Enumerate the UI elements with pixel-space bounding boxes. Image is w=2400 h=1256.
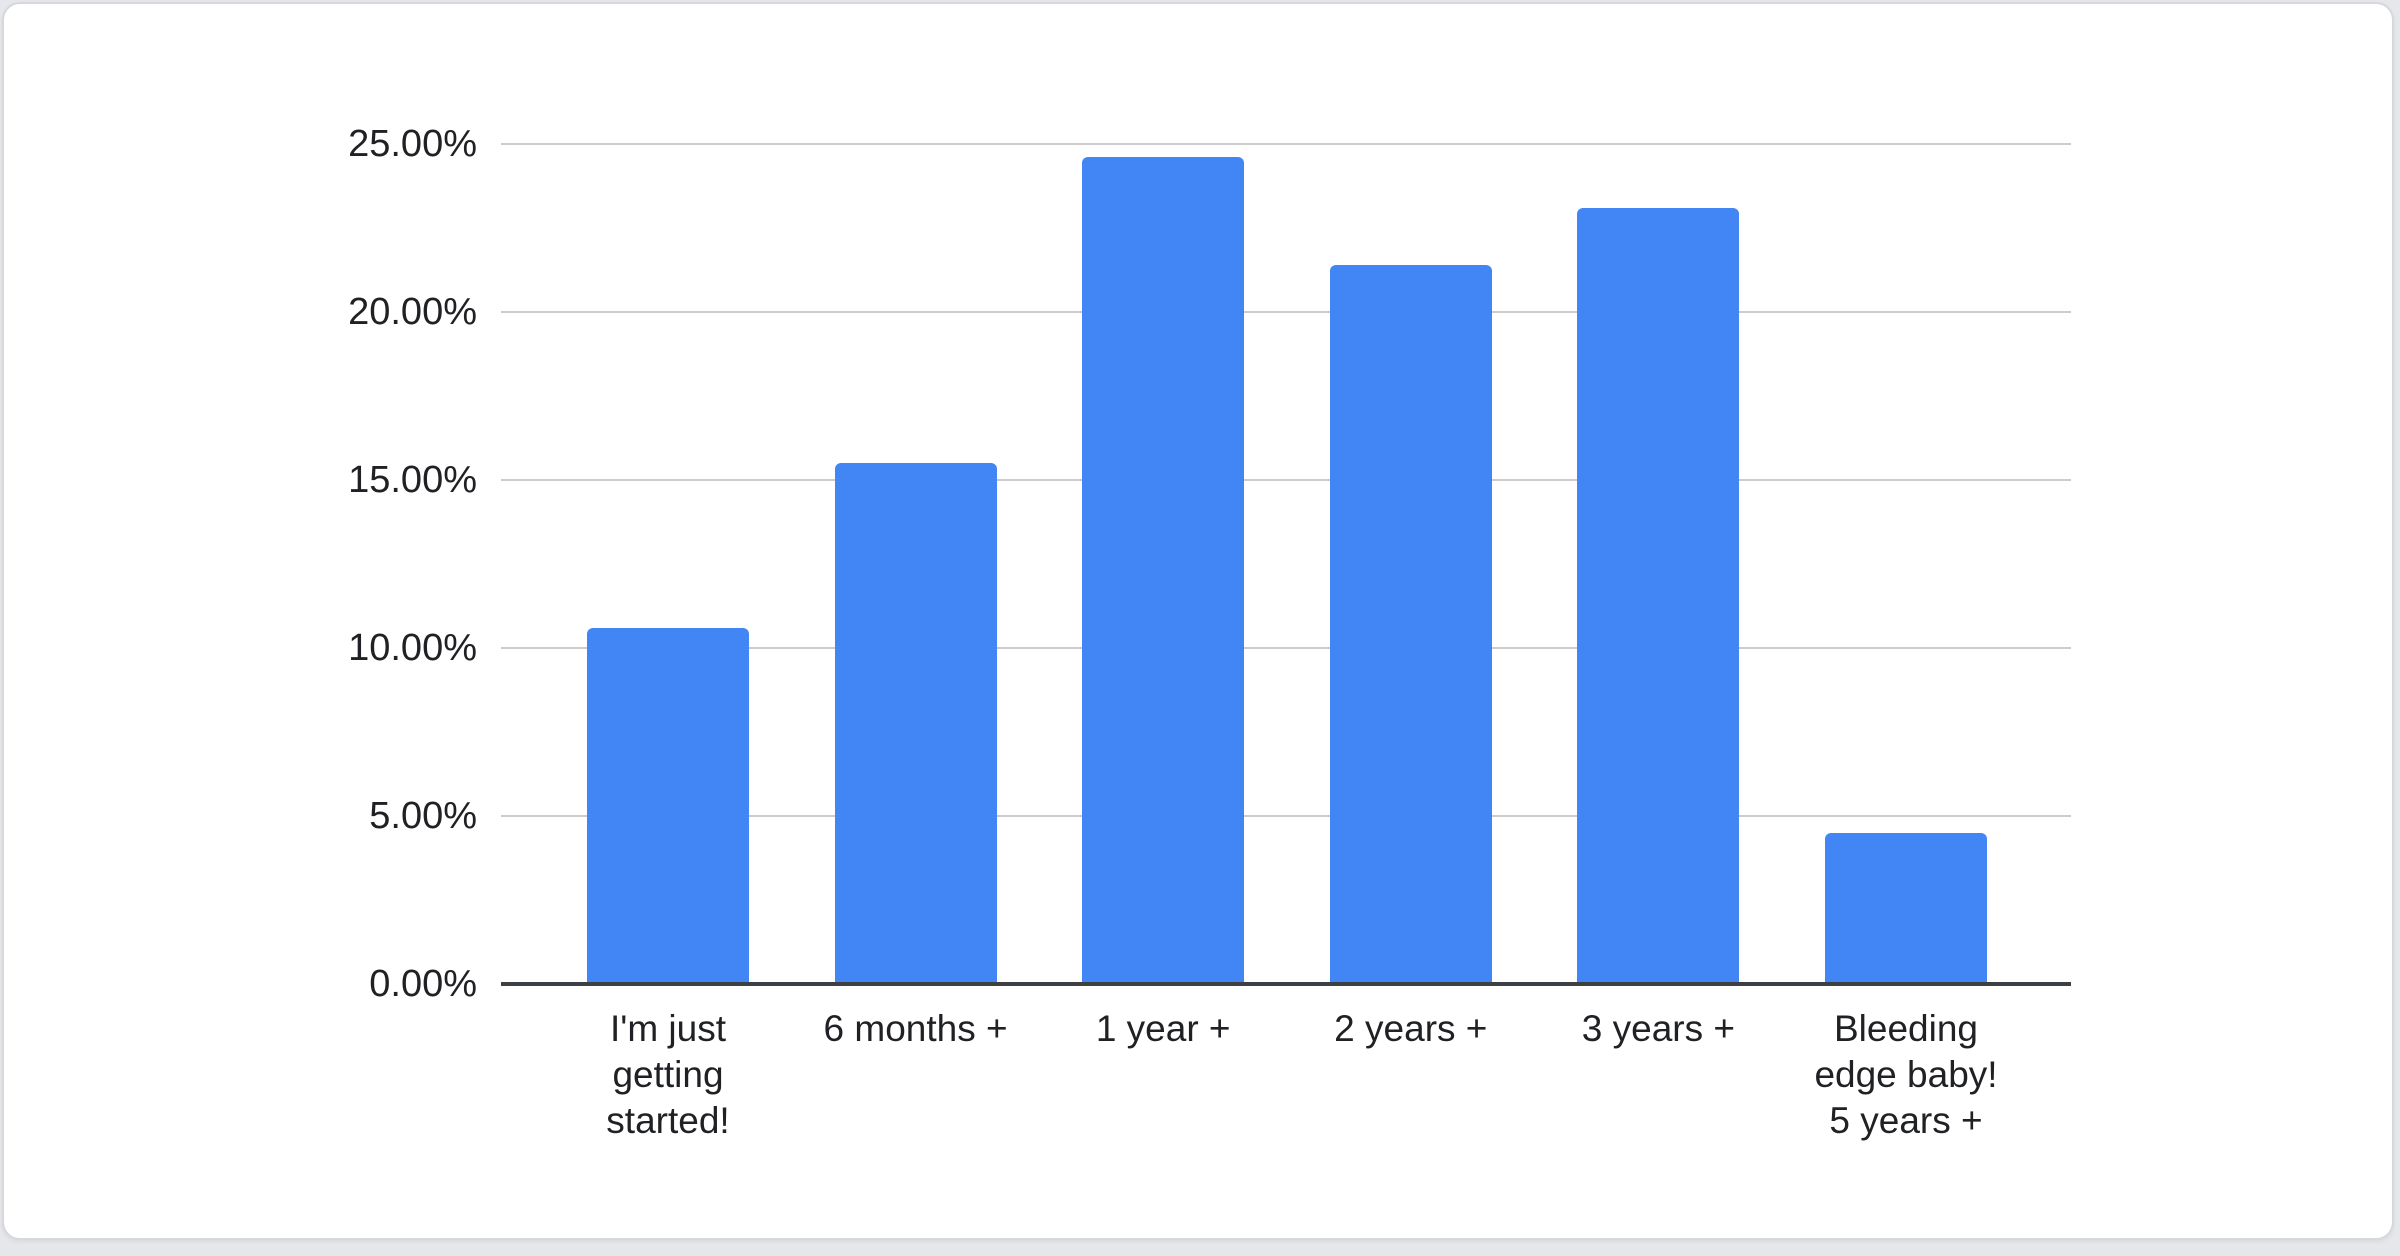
gridline-20pct (501, 311, 2071, 313)
y-axis-tick-label: 10.00% (348, 627, 477, 669)
x-axis-category-label: 1 year + (1095, 1008, 1231, 1049)
y-axis-tick-label: 0.00% (369, 963, 477, 1005)
gridline-25pct (501, 143, 2071, 145)
bar-1[interactable] (587, 627, 749, 984)
bar-3[interactable] (1082, 157, 1245, 984)
y-axis-tick-label: 15.00% (348, 459, 477, 501)
x-axis-category-label: 3 years + (1581, 1008, 1736, 1049)
bar-4[interactable] (1329, 264, 1492, 984)
gridline-10pct (501, 647, 2071, 649)
gridline-5pct (501, 815, 2071, 817)
x-axis-category-label: 2 years + (1334, 1008, 1488, 1049)
x-axis-category-label: Bleeding edge baby! 5 years + (1814, 1008, 1998, 1141)
gridline-15pct (501, 479, 2071, 481)
y-axis-tick-label: 20.00% (348, 291, 477, 333)
x-axis-category-label: I'm just getting started! (606, 1008, 730, 1141)
x-axis-baseline (501, 982, 2071, 986)
y-axis-tick-label: 25.00% (348, 123, 477, 165)
bar-6[interactable] (1825, 832, 1987, 984)
y-axis-tick-label: 5.00% (369, 795, 477, 837)
x-axis-category-label: 6 months + (823, 1008, 1008, 1049)
bar-2[interactable] (834, 463, 997, 984)
bar-chart-plot-area: 0.00% 5.00% 10.00% 15.00% 20.00% 25.00% I'm ju… (4, 4, 2392, 1238)
bar-5[interactable] (1577, 207, 1740, 984)
